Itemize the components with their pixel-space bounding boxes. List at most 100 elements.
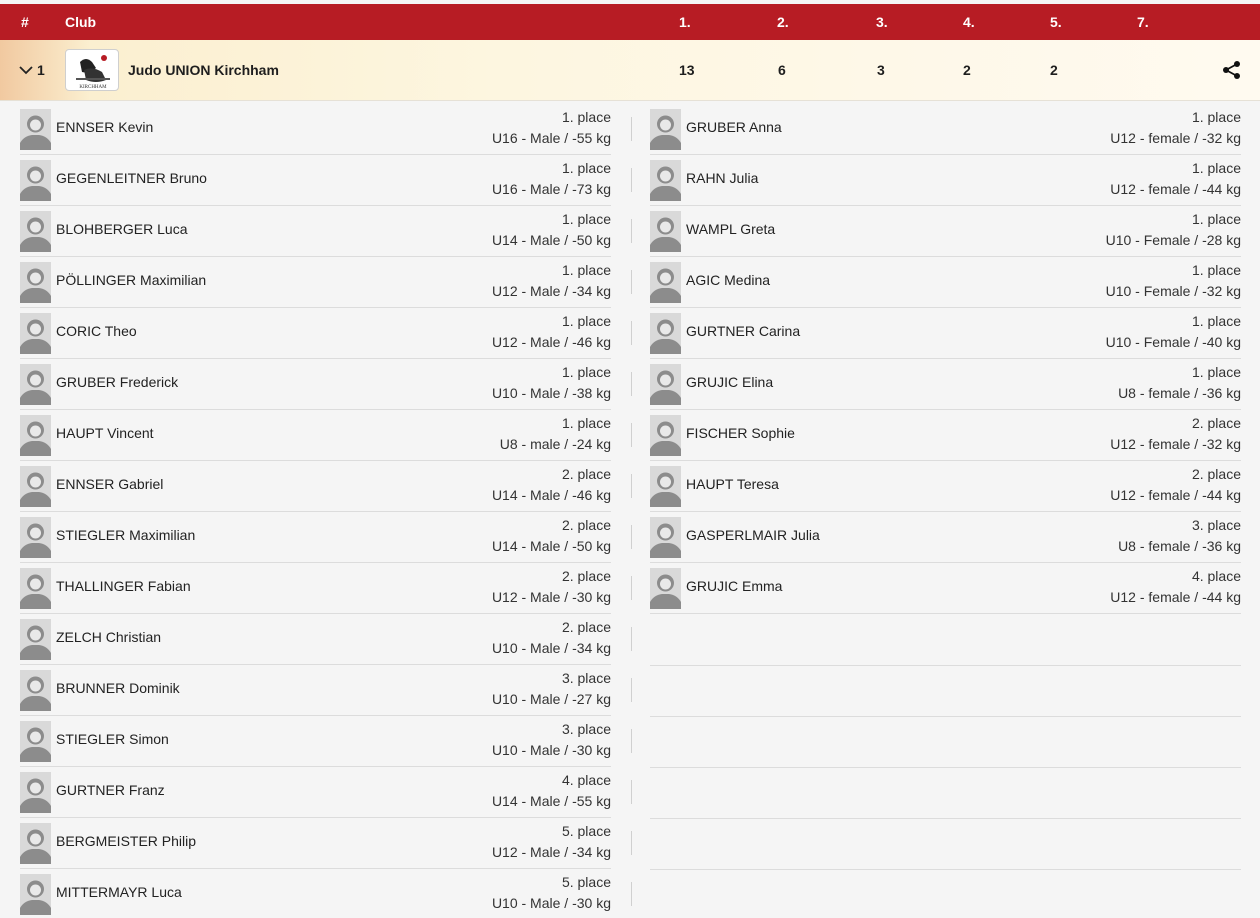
athlete-place: 2. place (561, 466, 611, 482)
athlete-name[interactable]: ENNSER Gabriel (56, 476, 164, 492)
athlete-row[interactable]: AGIC Medina 1. place U10 - Female / -32 kg (650, 257, 1241, 308)
athlete-name[interactable]: BRUNNER Dominik (56, 680, 180, 696)
athlete-row[interactable]: BLOHBERGER Luca 1. place U14 - Male / -50 … (20, 206, 611, 257)
athlete-row[interactable]: GRUBER Frederick 1. place U10 - Male / -38… (20, 359, 611, 410)
person-avatar-icon (20, 517, 51, 558)
athlete-category: U12 - Male / -34 kg (491, 844, 611, 860)
athlete-name[interactable]: MITTERMAYR Luca (56, 884, 182, 900)
results-table-header: # Club 1. 2. 3. 4. 5. 7. (0, 4, 1260, 40)
athlete-name[interactable]: ZELCH Christian (56, 629, 162, 645)
athlete-name[interactable]: GURTNER Franz (56, 782, 165, 798)
column-divider (631, 882, 632, 906)
athlete-place: 2. place (561, 517, 611, 533)
athlete-place: 1. place (561, 160, 611, 176)
club-count-3: 3 (877, 62, 885, 78)
athlete-row[interactable]: GRUJIC Emma 4. place U12 - female / -44 kg (650, 563, 1241, 614)
athlete-category: U14 - Male / -50 kg (491, 232, 611, 248)
column-divider (631, 525, 632, 549)
athlete-row[interactable]: GRUJIC Elina 1. place U8 - female / -36 kg (650, 359, 1241, 410)
athlete-row[interactable]: GURTNER Franz 4. place U14 - Male / -55 kg (20, 767, 611, 818)
empty-row-line (650, 665, 1241, 666)
athlete-row[interactable]: HAUPT Vincent 1. place U8 - male / -24 kg (20, 410, 611, 461)
athlete-name[interactable]: GRUJIC Emma (686, 578, 783, 594)
athlete-category: U12 - female / -44 kg (1110, 487, 1241, 503)
person-avatar-icon (650, 109, 681, 150)
club-row[interactable]: 1 KIRCHHAM Judo UNION Kirchham 13 6 3 2 … (0, 40, 1260, 101)
athlete-row[interactable]: GEGENLEITNER Bruno 1. place U16 - Male / -… (20, 155, 611, 206)
athlete-row[interactable]: ENNSER Gabriel 2. place U14 - Male / -46 k… (20, 461, 611, 512)
person-avatar-icon (650, 262, 681, 303)
athlete-row[interactable]: WAMPL Greta 1. place U10 - Female / -28 kg (650, 206, 1241, 257)
athlete-name[interactable]: STIEGLER Maximilian (56, 527, 196, 543)
athlete-row[interactable]: BERGMEISTER Philip 5. place U12 - Male / -… (20, 818, 611, 869)
athlete-category: U12 - female / -44 kg (1110, 181, 1241, 197)
athlete-category: U10 - Female / -32 kg (1105, 283, 1241, 299)
athlete-place: 4. place (1191, 568, 1241, 584)
athlete-name[interactable]: CORIC Theo (56, 323, 137, 339)
athlete-row[interactable]: PÖLLINGER Maximilian 1. place U12 - Male /… (20, 257, 611, 308)
athlete-category: U12 - female / -32 kg (1110, 130, 1241, 146)
athlete-name[interactable]: GRUBER Frederick (56, 374, 179, 390)
athlete-row[interactable]: FISCHER Sophie 2. place U12 - female / -32… (650, 410, 1241, 461)
athlete-place: 2. place (561, 568, 611, 584)
athlete-name[interactable]: GRUJIC Elina (686, 374, 774, 390)
athlete-name[interactable]: STIEGLER Simon (56, 731, 169, 747)
athlete-name[interactable]: RAHN Julia (686, 170, 759, 186)
header-col-5: 5. (1050, 14, 1062, 30)
person-avatar-icon (650, 160, 681, 201)
athlete-place: 1. place (561, 109, 611, 125)
athlete-name[interactable]: BERGMEISTER Philip (56, 833, 197, 849)
person-avatar-icon (20, 721, 51, 762)
athlete-name[interactable]: FISCHER Sophie (686, 425, 795, 441)
athlete-name[interactable]: ENNSER Kevin (56, 119, 154, 135)
athlete-row[interactable]: ENNSER Kevin 1. place U16 - Male / -55 kg (20, 104, 611, 155)
empty-row-line (650, 716, 1241, 717)
athlete-place: 2. place (1191, 415, 1241, 431)
athlete-row[interactable]: GASPERLMAIR Julia 3. place U8 - female / -… (650, 512, 1241, 563)
athlete-row[interactable]: CORIC Theo 1. place U12 - Male / -46 kg (20, 308, 611, 359)
column-divider (631, 576, 632, 600)
athlete-row[interactable]: BRUNNER Dominik 3. place U10 - Male / -27 … (20, 665, 611, 716)
svg-text:KIRCHHAM: KIRCHHAM (79, 85, 107, 90)
athlete-row[interactable]: GURTNER Carina 1. place U10 - Female / -40… (650, 308, 1241, 359)
athlete-name[interactable]: GASPERLMAIR Julia (686, 527, 820, 543)
athlete-category: U10 - Female / -28 kg (1105, 232, 1241, 248)
empty-row-line (650, 869, 1241, 870)
person-avatar-icon (20, 415, 51, 456)
athlete-row[interactable]: STIEGLER Maximilian 2. place U14 - Male / … (20, 512, 611, 563)
club-count-1: 13 (679, 62, 695, 78)
person-avatar-icon (20, 568, 51, 609)
athlete-name[interactable]: HAUPT Vincent (56, 425, 154, 441)
athlete-name[interactable]: GURTNER Carina (686, 323, 801, 339)
athlete-name[interactable]: WAMPL Greta (686, 221, 776, 237)
share-icon[interactable] (1222, 60, 1242, 80)
athlete-row[interactable]: THALLINGER Fabian 2. place U12 - Male / -3… (20, 563, 611, 614)
athlete-category: U10 - Male / -34 kg (491, 640, 611, 656)
person-avatar-icon (20, 160, 51, 201)
athlete-row[interactable]: HAUPT Teresa 2. place U12 - female / -44 k… (650, 461, 1241, 512)
person-avatar-icon (20, 262, 51, 303)
athlete-row[interactable]: RAHN Julia 1. place U12 - female / -44 kg (650, 155, 1241, 206)
athlete-name[interactable]: BLOHBERGER Luca (56, 221, 188, 237)
athlete-row[interactable]: STIEGLER Simon 3. place U10 - Male / -30 k… (20, 716, 611, 767)
athlete-name[interactable]: GEGENLEITNER Bruno (56, 170, 207, 186)
athlete-place: 1. place (1191, 109, 1241, 125)
athlete-name[interactable]: AGIC Medina (686, 272, 771, 288)
empty-row-line (650, 767, 1241, 768)
person-avatar-icon (20, 109, 51, 150)
athlete-row[interactable]: GRUBER Anna 1. place U12 - female / -32 kg (650, 104, 1241, 155)
athlete-place: 1. place (1191, 160, 1241, 176)
athlete-name[interactable]: THALLINGER Fabian (56, 578, 191, 594)
athlete-name[interactable]: HAUPT Teresa (686, 476, 779, 492)
athlete-category: U10 - Female / -40 kg (1105, 334, 1241, 350)
person-avatar-icon (650, 568, 681, 609)
chevron-down-icon[interactable] (18, 62, 34, 78)
header-col-7: 7. (1137, 14, 1149, 30)
athlete-name[interactable]: PÖLLINGER Maximilian (56, 272, 207, 288)
athlete-row[interactable]: MITTERMAYR Luca 5. place U10 - Male / -30 … (20, 869, 611, 918)
person-avatar-icon (20, 619, 51, 660)
club-name[interactable]: Judo UNION Kirchham (128, 62, 279, 78)
athlete-name[interactable]: GRUBER Anna (686, 119, 782, 135)
athlete-place: 1. place (1191, 313, 1241, 329)
athlete-row[interactable]: ZELCH Christian 2. place U10 - Male / -34 … (20, 614, 611, 665)
